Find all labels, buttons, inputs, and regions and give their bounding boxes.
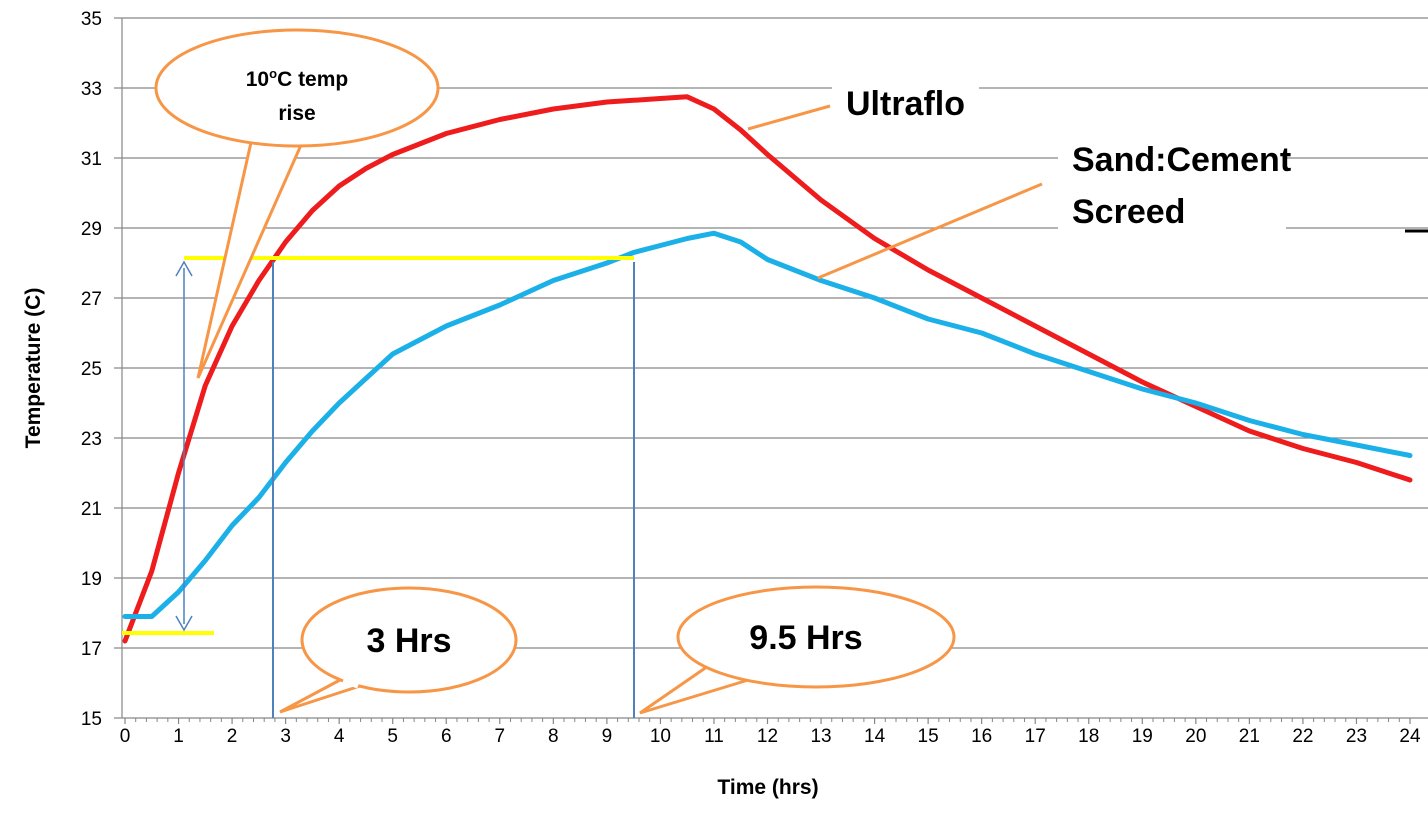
text: C temp <box>277 68 348 91</box>
x-tick-label: 7 <box>495 726 506 747</box>
guides <box>122 229 1428 718</box>
callout-text: 10oC temp <box>246 66 349 91</box>
callout-bubble <box>300 586 518 694</box>
x-tick-label: 9 <box>602 726 613 747</box>
callout-3-hrs: 3 Hrs <box>279 586 518 714</box>
y-tick-label: 19 <box>81 569 102 590</box>
y-tick-label: 21 <box>81 499 102 520</box>
y-tick-label: 33 <box>81 79 102 100</box>
callout-seam <box>716 661 756 680</box>
x-tick-label: 1 <box>173 726 184 747</box>
x-tick-label: 24 <box>1399 726 1421 747</box>
x-tick-label: 6 <box>441 726 452 747</box>
x-tick-label: 21 <box>1239 726 1260 747</box>
text: 10 <box>246 68 269 91</box>
x-tick-label: 8 <box>548 726 559 747</box>
y-tick-label: 17 <box>81 639 102 660</box>
y-tick-label: 27 <box>81 289 102 310</box>
callout-seam <box>253 133 306 141</box>
callout-seam <box>342 678 359 689</box>
text: o <box>269 66 277 81</box>
callout-bubble <box>154 28 440 148</box>
x-tick-label: 12 <box>757 726 778 747</box>
x-tick-label: 11 <box>704 726 724 747</box>
y-tick-label: 31 <box>81 149 102 170</box>
x-tick-label: 18 <box>1078 726 1099 747</box>
callout-text: 3 Hrs <box>366 622 451 660</box>
leader-line <box>747 104 831 131</box>
x-tick-label: 10 <box>650 726 671 747</box>
x-tick-label: 19 <box>1132 726 1153 747</box>
y-tick-label: 23 <box>81 429 102 450</box>
series-line <box>122 94 1413 644</box>
callout-tail <box>196 135 307 379</box>
callout-9-5-hrs: 9.5 Hrs <box>639 585 956 715</box>
y-tick-label: 15 <box>81 709 102 730</box>
x-tick-label: 3 <box>280 726 291 747</box>
callout-text: 9.5 Hrs <box>749 619 862 657</box>
x-tick-label: 15 <box>918 726 939 747</box>
series-label: Ultraflo <box>832 78 979 130</box>
x-tick-label: 22 <box>1292 726 1313 747</box>
y-tick-label: 29 <box>81 219 102 240</box>
series-lines <box>122 94 1413 644</box>
series-label: Sand:Cement Screed <box>1058 134 1291 238</box>
x-tick-label: 20 <box>1185 726 1206 747</box>
x-tick-label: 23 <box>1346 726 1367 747</box>
callout-bubble <box>676 585 956 689</box>
callout-temp-rise: 10oC temp rise <box>154 28 440 379</box>
x-tick-label: 5 <box>387 726 398 747</box>
x-tick-label: 14 <box>864 726 886 747</box>
x-tick-label: 2 <box>227 726 238 747</box>
x-axis-title: Time (hrs) <box>717 776 818 799</box>
arrow-heads <box>175 260 193 632</box>
y-axis-title: Temperature (C) <box>22 288 45 449</box>
y-tick-label: 25 <box>81 359 102 380</box>
x-tick-label: 16 <box>971 726 992 747</box>
callout-tail <box>279 678 361 714</box>
series-line <box>122 230 1413 619</box>
x-tick-label: 0 <box>120 726 131 747</box>
y-tick-label: 35 <box>81 9 102 30</box>
leader-line <box>817 182 1043 280</box>
callout-text: rise <box>278 102 315 125</box>
x-tick-label: 4 <box>334 726 345 747</box>
x-tick-label: 17 <box>1025 726 1046 747</box>
x-tick-label: 13 <box>810 726 831 747</box>
